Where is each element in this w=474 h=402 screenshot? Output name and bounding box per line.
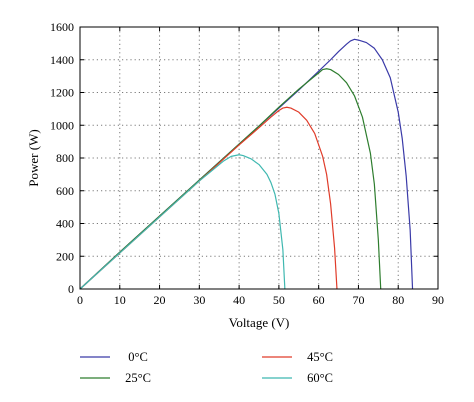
y-axis-label: Power (W) <box>26 129 41 186</box>
series-line-3 <box>79 154 286 290</box>
x-axis-ticks: 0 10 20 30 40 50 60 70 80 90 <box>77 27 444 307</box>
plot-area-frame <box>79 26 439 290</box>
x-tick-label: 40 <box>233 293 245 307</box>
y-tick-label: 800 <box>56 151 74 165</box>
x-tick-label: 0 <box>77 293 83 307</box>
y-tick-label: 1000 <box>50 118 74 132</box>
x-tick-label: 30 <box>193 293 205 307</box>
x-axis-label: Voltage (V) <box>229 315 290 330</box>
plot-lines <box>79 38 414 290</box>
y-tick-label: 1400 <box>50 53 74 67</box>
x-tick-label: 90 <box>432 293 444 307</box>
y-tick-label: 0 <box>68 282 74 296</box>
x-tick-label: 50 <box>273 293 285 307</box>
legend-label: 45°C <box>307 350 333 364</box>
y-tick-label: 400 <box>56 217 74 231</box>
x-tick-label: 10 <box>114 293 126 307</box>
legend-label: 25°C <box>125 371 151 385</box>
series-line-2 <box>79 106 338 290</box>
y-tick-label: 1600 <box>50 20 74 34</box>
y-axis-ticks: 0 200 400 600 800 1000 1200 1400 1600 <box>50 20 438 296</box>
x-tick-label: 60 <box>313 293 325 307</box>
x-tick-label: 70 <box>352 293 364 307</box>
x-tick-label: 20 <box>154 293 166 307</box>
series-line-0 <box>79 38 414 290</box>
x-tick-label: 80 <box>392 293 404 307</box>
legend-label: 60°C <box>307 371 333 385</box>
y-tick-label: 600 <box>56 184 74 198</box>
y-tick-label: 200 <box>56 249 74 263</box>
legend: 0°C 25°C 45°C 60°C <box>80 350 333 385</box>
legend-label: 0°C <box>128 350 148 364</box>
y-tick-label: 1200 <box>50 86 74 100</box>
series-line-1 <box>79 68 382 290</box>
grid <box>80 27 438 289</box>
